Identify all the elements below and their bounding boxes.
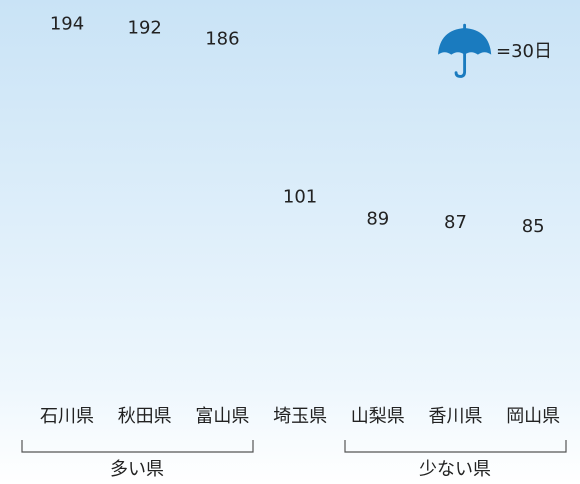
value-label: 186 — [205, 29, 239, 50]
category-label: 秋田県 — [118, 406, 172, 427]
value-label: 192 — [128, 17, 162, 38]
handle — [454, 23, 467, 78]
legend-label: =30日 — [496, 41, 552, 62]
category-label: 香川県 — [429, 406, 483, 427]
group-brackets — [21, 440, 567, 453]
category-label: 埼玉県 — [273, 406, 327, 427]
bracket — [21, 440, 254, 453]
canopy — [438, 28, 492, 55]
category-label: 岡山県 — [506, 406, 560, 427]
value-label: 85 — [522, 216, 545, 237]
value-label: 87 — [444, 212, 467, 233]
group-label: 少ない県 — [419, 459, 491, 480]
category-label: 富山県 — [195, 406, 249, 427]
category-label: 山梨県 — [351, 406, 405, 427]
bracket — [344, 440, 567, 453]
value-label: 89 — [366, 208, 389, 229]
group-label: 多い県 — [110, 459, 164, 480]
value-label: 194 — [50, 14, 84, 35]
category-label: 石川県 — [40, 406, 94, 427]
umbrella-icon — [438, 23, 492, 78]
value-label: 101 — [283, 186, 317, 207]
